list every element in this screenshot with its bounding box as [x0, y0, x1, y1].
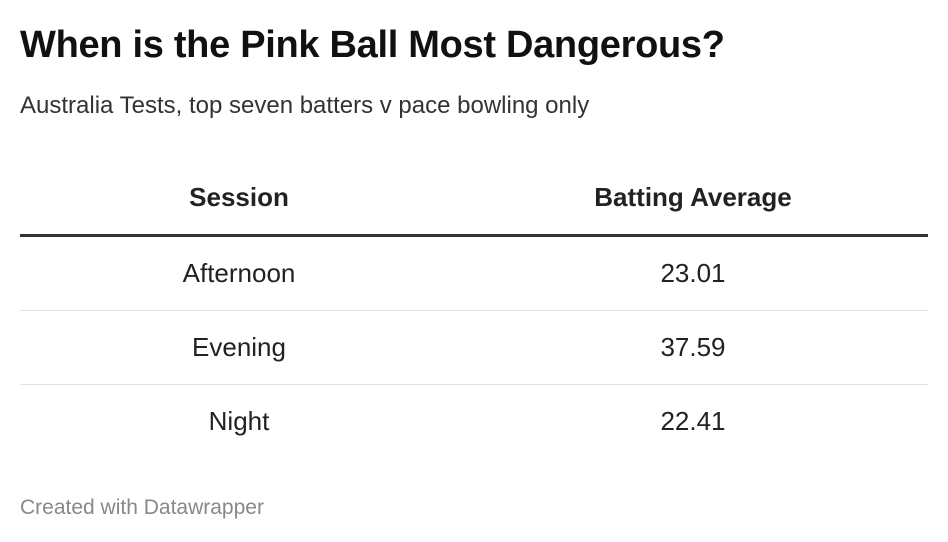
cell-session: Evening [20, 310, 458, 385]
table-header-row: Session Batting Average [20, 160, 928, 237]
column-header-session: Session [20, 160, 458, 237]
cell-session: Afternoon [20, 235, 458, 311]
table-body: Afternoon 23.01 Evening 37.59 Night 22.4… [20, 235, 928, 459]
cell-batting-average: 37.59 [458, 310, 928, 385]
chart-title: When is the Pink Ball Most Dangerous? [20, 24, 725, 66]
credit-footer: Created with Datawrapper [20, 496, 264, 519]
table-row: Evening 37.59 [20, 310, 928, 385]
cell-batting-average: 22.41 [660, 406, 726, 436]
column-header-batting-average: Batting Average [458, 160, 928, 237]
chart-subtitle: Australia Tests, top seven batters v pac… [20, 92, 590, 119]
cell-session: Night [208, 406, 270, 436]
table-row: Afternoon 23.01 [20, 235, 928, 311]
data-table: Session Batting Average Afternoon 23.01 … [20, 160, 928, 458]
table-row: Night 22.41 [20, 385, 928, 459]
cell-batting-average: 23.01 [458, 235, 928, 311]
